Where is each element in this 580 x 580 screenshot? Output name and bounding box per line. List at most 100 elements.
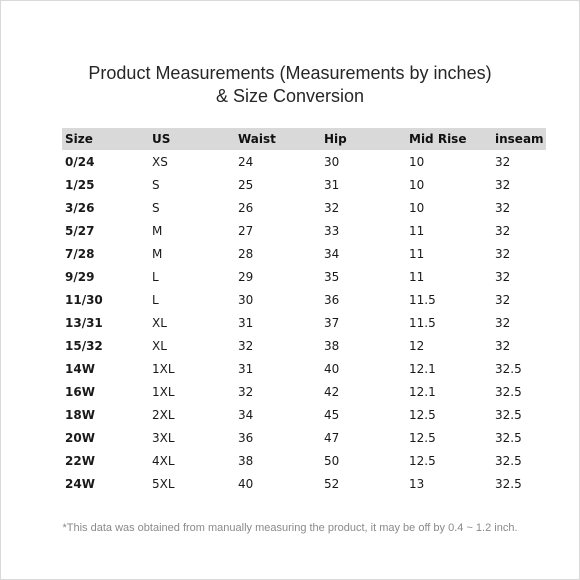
inseam-cell: 32 [495,200,511,215]
inseam-cell: 32.5 [495,407,522,422]
mid-rise-cell: 10 [409,154,425,169]
column-header-hip: Hip [324,132,347,146]
hip-cell: 31 [324,177,340,192]
size-cell: 3/26 [65,200,95,215]
hip-cell: 40 [324,361,340,376]
waist-cell: 34 [238,407,254,422]
us-cell: L [152,292,159,307]
us-cell: XS [152,154,168,169]
hip-cell: 50 [324,453,340,468]
us-cell: 2XL [152,407,175,422]
waist-cell: 25 [238,177,254,192]
column-header-mid-rise: Mid Rise [409,132,467,146]
page-subtitle: & Size Conversion [215,86,365,106]
size-cell: 24W [65,476,95,491]
us-cell: S [152,200,160,215]
hip-cell: 42 [324,384,340,399]
mid-rise-cell: 13 [409,476,425,491]
size-cell: 14W [65,361,95,376]
us-cell: S [152,177,160,192]
size-cell: 11/30 [65,292,103,307]
table-row: 9/29 L 29 35 11 32 [62,265,546,288]
table-row: 1/25 S 25 31 10 32 [62,173,546,196]
us-cell: XL [152,338,167,353]
column-header-us: US [152,132,171,146]
inseam-cell: 32 [495,315,511,330]
table-row: 3/26 S 26 32 10 32 [62,196,546,219]
us-cell: 1XL [152,384,175,399]
table-row: 15/32 XL 32 38 12 32 [62,334,546,357]
size-cell: 22W [65,453,95,468]
us-cell: 1XL [152,361,175,376]
size-cell: 15/32 [65,338,103,353]
size-cell: 13/31 [65,315,103,330]
waist-cell: 32 [238,338,254,353]
size-cell: 20W [65,430,95,445]
table-row: 5/27 M 27 33 11 32 [62,219,546,242]
mid-rise-cell: 11 [409,246,425,261]
waist-cell: 30 [238,292,254,307]
hip-cell: 52 [324,476,340,491]
inseam-cell: 32.5 [495,430,522,445]
us-cell: L [152,269,159,284]
hip-cell: 36 [324,292,340,307]
waist-cell: 29 [238,269,254,284]
hip-cell: 30 [324,154,340,169]
mid-rise-cell: 10 [409,177,425,192]
waist-cell: 40 [238,476,254,491]
mid-rise-cell: 12.1 [409,384,436,399]
table-header-row: Size US Waist Hip Mid Rise inseam [62,128,546,150]
waist-cell: 31 [238,315,254,330]
measurement-disclaimer: *This data was obtained from manually me… [62,522,518,534]
page-title: Product Measurements (Measurements by in… [88,63,492,83]
inseam-cell: 32 [495,154,511,169]
mid-rise-cell: 11 [409,223,425,238]
size-chart-table: Size US Waist Hip Mid Rise inseam 0/24 X… [62,128,546,495]
size-cell: 9/29 [65,269,95,284]
table-row: 7/28 M 28 34 11 32 [62,242,546,265]
hip-cell: 32 [324,200,340,215]
hip-cell: 35 [324,269,340,284]
table-row: 16W 1XL 32 42 12.1 32.5 [62,380,546,403]
hip-cell: 45 [324,407,340,422]
inseam-cell: 32.5 [495,453,522,468]
mid-rise-cell: 11.5 [409,292,436,307]
us-cell: 4XL [152,453,175,468]
inseam-cell: 32 [495,223,511,238]
waist-cell: 27 [238,223,254,238]
us-cell: 3XL [152,430,175,445]
table-row: 24W 5XL 40 52 13 32.5 [62,472,546,495]
table-row: 18W 2XL 34 45 12.5 32.5 [62,403,546,426]
size-cell: 5/27 [65,223,95,238]
waist-cell: 38 [238,453,254,468]
column-header-inseam: inseam [495,132,544,146]
table-row: 0/24 XS 24 30 10 32 [62,150,546,173]
waist-cell: 24 [238,154,254,169]
inseam-cell: 32.5 [495,384,522,399]
mid-rise-cell: 10 [409,200,425,215]
waist-cell: 36 [238,430,254,445]
waist-cell: 28 [238,246,254,261]
us-cell: XL [152,315,167,330]
inseam-cell: 32 [495,269,511,284]
waist-cell: 31 [238,361,254,376]
size-cell: 7/28 [65,246,95,261]
hip-cell: 37 [324,315,340,330]
mid-rise-cell: 12.5 [409,453,436,468]
hip-cell: 34 [324,246,340,261]
mid-rise-cell: 11 [409,269,425,284]
size-cell: 16W [65,384,95,399]
column-header-size: Size [65,132,93,146]
size-cell: 0/24 [65,154,95,169]
mid-rise-cell: 12.5 [409,430,436,445]
table-row: 11/30 L 30 36 11.5 32 [62,288,546,311]
size-cell: 1/25 [65,177,95,192]
inseam-cell: 32 [495,338,511,353]
mid-rise-cell: 12.1 [409,361,436,376]
hip-cell: 33 [324,223,340,238]
table-row: 14W 1XL 31 40 12.1 32.5 [62,357,546,380]
mid-rise-cell: 12 [409,338,425,353]
table-row: 22W 4XL 38 50 12.5 32.5 [62,449,546,472]
us-cell: 5XL [152,476,175,491]
mid-rise-cell: 11.5 [409,315,436,330]
